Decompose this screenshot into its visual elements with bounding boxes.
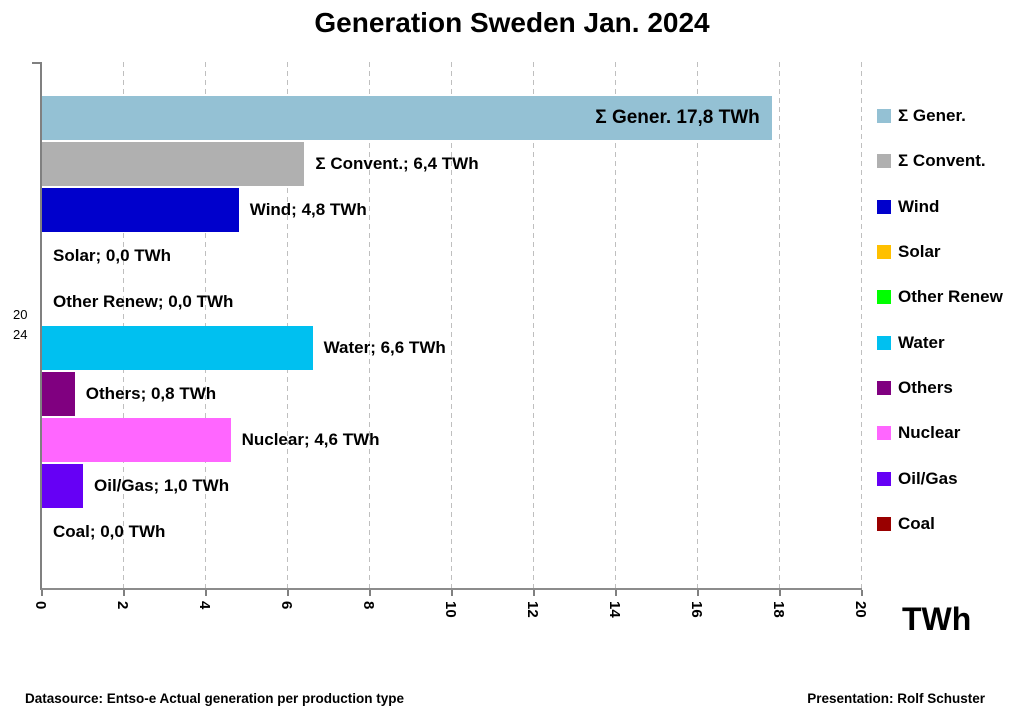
x-tick-label-2: 2 [114,601,131,610]
gridline-6 [287,62,288,588]
y-axis-label-line1: 20 [13,307,28,322]
legend-swatch-other-renew [877,290,891,304]
x-tick-12 [533,590,535,596]
x-tick-label-18: 18 [770,601,787,618]
presentation-note: Presentation: Rolf Schuster [807,691,985,706]
plot-area: Σ Gener. 17,8 TWh Σ Convent.; 6,4 TWh Wind… [32,62,862,590]
legend-item-wind: Wind [877,197,939,217]
legend-item-sum-convent: Σ Convent. [877,151,986,171]
legend-swatch-sum-gener [877,109,891,123]
legend-label-water: Water [898,333,945,352]
x-tick-4 [205,590,207,596]
legend-label-others: Others [898,378,953,397]
legend-swatch-oil-gas [877,472,891,486]
x-tick-label-16: 16 [688,601,705,618]
gridline-2 [123,62,124,588]
bar-label-water: Water; 6,6 TWh [323,338,446,357]
datasource-note: Datasource: Entso-e Actual generation pe… [25,691,405,706]
legend-label-nuclear: Nuclear [898,423,961,442]
y-axis-label-line2: 24 [13,327,28,342]
bar-wind [42,188,239,232]
bar-label-sum-convent: Σ Convent.; 6,4 TWh [315,154,479,173]
x-tick-8 [369,590,371,596]
legend-swatch-water [877,336,891,350]
legend-item-coal: Coal [877,514,935,534]
bar-others [42,372,75,416]
x-tick-label-10: 10 [442,601,459,618]
legend-item-water: Water [877,333,945,353]
x-tick-2 [123,590,125,596]
bar-label-coal: Coal; 0,0 TWh [53,522,166,541]
chart-title: Generation Sweden Jan. 2024 [314,7,710,38]
legend-label-other-renew: Other Renew [898,287,1003,306]
legend-label-oil-gas: Oil/Gas [898,469,958,488]
x-axis-ticks [41,590,864,598]
bar-label-others: Others; 0,8 TWh [85,384,217,403]
bar-label-sum-gener: Σ Gener. 17,8 TWh [595,107,760,128]
legend-swatch-sum-convent [877,154,891,168]
legend-item-other-renew: Other Renew [877,287,1003,307]
bar-label-solar: Solar; 0,0 TWh [53,246,172,265]
bar-label-oil-gas: Oil/Gas; 1,0 TWh [94,476,230,495]
legend-swatch-solar [877,245,891,259]
legend-label-sum-gener: Σ Gener. [898,106,966,125]
bar-sum-gener [42,96,772,140]
x-tick-label-0: 0 [32,601,49,610]
legend-item-sum-gener: Σ Gener. [877,106,966,126]
x-tick-16 [697,590,699,596]
legend-item-solar: Solar [877,242,941,262]
bar-oil-gas [42,464,83,508]
x-axis-unit-label: TWh [902,601,972,637]
legend-item-others: Others [877,378,953,398]
bar-water [42,326,313,370]
x-tick-20 [861,590,863,596]
gridline-14 [615,62,616,588]
bar-nuclear [42,418,231,462]
x-axis-tick-labels: 0 2 4 6 8 10 12 14 16 18 20 [32,601,882,647]
gridline-18 [779,62,780,588]
legend: Σ Gener. Σ Convent. Wind Solar Other Renew Wa… [877,0,1024,600]
bar-sum-convent [42,142,305,186]
legend-label-wind: Wind [898,197,940,216]
x-tick-0 [41,590,43,596]
legend-swatch-wind [877,200,891,214]
gridline-12 [533,62,534,588]
gridline-16 [697,62,698,588]
gridline-10 [451,62,452,588]
bar-label-nuclear: Nuclear; 4,6 TWh [241,430,380,449]
legend-item-nuclear: Nuclear [877,423,960,443]
bar-label-wind: Wind; 4,8 TWh [249,200,367,219]
x-tick-14 [615,590,617,596]
x-tick-label-12: 12 [524,601,541,618]
gridline-8 [369,62,370,588]
legend-swatch-coal [877,517,891,531]
gridline-4 [205,62,206,588]
legend-swatch-others [877,381,891,395]
legend-swatch-nuclear [877,426,891,440]
bar-label-other-renew: Other Renew; 0,0 TWh [53,292,234,311]
x-tick-6 [287,590,289,596]
x-tick-10 [451,590,453,596]
y-axis-label-2024: 20 24 [13,305,27,345]
x-tick-label-8: 8 [360,601,377,610]
x-tick-label-4: 4 [196,601,213,610]
x-tick-label-6: 6 [278,601,295,610]
x-tick-18 [779,590,781,596]
x-tick-label-14: 14 [606,601,623,618]
x-tick-label-20: 20 [852,601,869,618]
gridline-20 [861,62,862,588]
legend-label-coal: Coal [898,514,935,533]
legend-item-oil-gas: Oil/Gas [877,469,958,489]
legend-label-sum-convent: Σ Convent. [898,151,986,170]
legend-label-solar: Solar [898,242,941,261]
